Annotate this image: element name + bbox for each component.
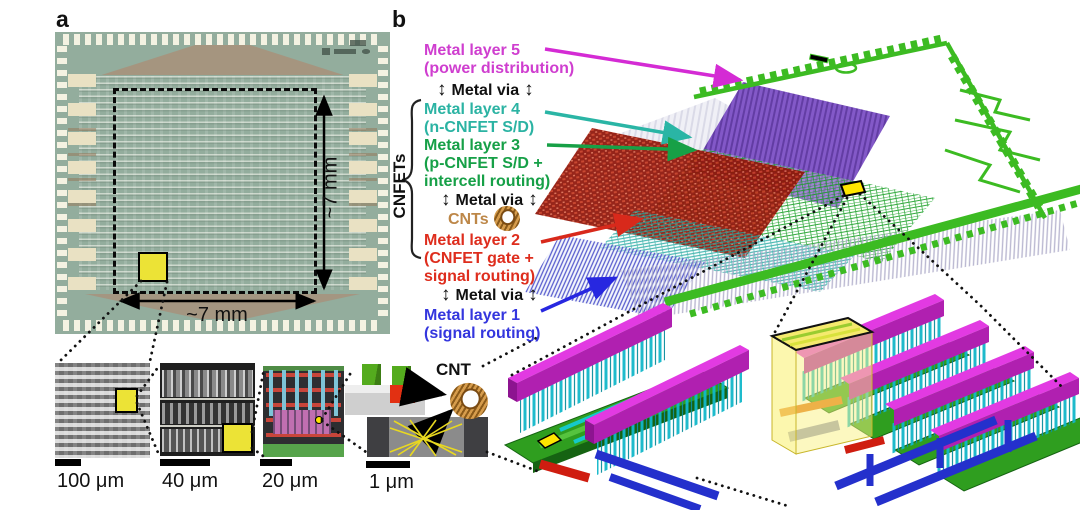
scalebar-100um [55,459,81,466]
hanging-vias [620,210,1070,320]
updown-arrow-icon: ↕ [524,79,534,100]
inset-40um-micrograph [160,363,255,456]
inset-40um-band [162,370,253,397]
right-cell-highlight-box [769,316,875,455]
cnfet-3d-contact [362,364,381,385]
cnfets-group-label: CNFETs [390,153,409,219]
metal-via-label: Metal via [455,287,524,304]
die-pad-ring-bottom [63,320,382,331]
metal-layer-3-desc: intercell routing) [424,173,551,190]
metal2-dense-routing [535,128,805,258]
pad-frame [663,34,1080,318]
metal-via-row-1: ↕ Metal via ↕ [432,79,539,100]
die-logo-marks [320,39,372,55]
metal-via-row-3: ↕ Metal via ↕ [436,284,543,305]
metal-layer-2-desc: signal routing) [424,268,536,285]
die-pad-ring-left [57,46,67,320]
inset-100um-highlight [115,388,138,413]
metal-layer-1-name: Metal layer 1 [424,307,521,324]
metal-layer-1-desc: (signal routing) [424,325,541,342]
inset-40um-rail [160,398,255,400]
metal-layer-4-name: Metal layer 4 [424,101,521,118]
metal-via-label: Metal via [451,82,520,99]
die-width-label: ~7 mm [186,304,248,326]
scalebar-1um [366,461,410,468]
inset-20um-green-strip [263,366,344,371]
metal-layer-4-desc: (n-CNFET S/D) [424,119,535,136]
metal-layer-3-desc: (p-CNFET S/D + [424,155,543,172]
right-cell-rails [795,294,1079,452]
inset-40um-rail [160,425,255,427]
cnt-sem-image [367,417,488,457]
power-grid-slab [575,98,790,196]
die-height-label: ~7 mm [319,156,342,219]
layer-pointer-arrows [540,47,744,313]
cnt-callout-label: CNT [436,360,471,379]
metal3-mesh [650,148,935,262]
scalebar-20um-label: 20 μm [262,470,318,492]
metal-layer-3-name: Metal layer 3 [424,137,521,154]
updown-arrow-icon: ↕ [441,284,451,305]
chip-highlight-cell [839,179,867,198]
scalebar-40um [160,459,210,466]
right-cell-bases [803,339,1080,492]
panel-a-letter: a [56,6,69,32]
metal-via-row-2: ↕ Metal via ↕ [436,189,543,210]
scalebar-1um-label: 1 μm [369,471,414,493]
metal-layer-5-desc: (power distribution) [424,60,575,77]
right-cell-vias [801,314,1076,480]
updown-arrow-icon: ↕ [441,189,451,210]
cnfet-3d-gate [390,385,415,403]
die-pad-ring-top [63,34,382,45]
cnts-label: CNTs [448,211,489,228]
scalebar-40um-label: 40 μm [162,470,218,492]
updown-arrow-icon: ↕ [528,284,538,305]
right-cell-wires [779,396,1038,507]
metal-layer-5-label: Metal layer 5 (power distribution) [424,42,574,78]
left-cell-render [503,303,749,510]
die-pad-ring-right [378,46,388,320]
die-highlight-square [138,252,168,282]
die-top-region [101,45,344,75]
scalebar-100um-label: 100 μm [57,470,125,492]
metal1-stripes [525,235,705,318]
inset-40um-band [162,403,253,424]
metal-layer-2-desc: (CNFET gate + [424,250,534,267]
cnfet-3d-contact [392,366,411,387]
sem-contact-right [464,417,488,457]
inset-20um-highlight-dot [315,416,323,424]
purple-slab [690,82,890,208]
panel-b-letter: b [392,6,407,32]
inset-20um-colored-layout [263,366,344,457]
metal-layer-2-label: Metal layer 2 (CNFET gate + signal routi… [424,232,535,286]
metal-layer-5-name: Metal layer 5 [424,42,521,59]
sem-contact-left [367,417,389,457]
updown-arrow-icon: ↕ [437,79,447,100]
updown-arrow-icon: ↕ [528,189,538,210]
metal-via-label: Metal via [455,192,524,209]
scalebar-20um [260,459,292,466]
left-cell-highlight [536,432,563,449]
inset-40um-highlight [222,423,253,453]
metal4-mesh [600,210,855,292]
inset-20um-green-strip [263,444,344,457]
inset-100um-micrograph [55,363,150,458]
metal-layer-2-name: Metal layer 2 [424,232,521,249]
metal-layer-4-label: Metal layer 4 (n-CNFET S/D) [424,101,534,137]
die-right-pads [349,74,377,292]
die-left-pads [68,74,96,292]
right-cell-render [769,294,1080,507]
metal-layer-3-label: Metal layer 3 (p-CNFET S/D + intercell r… [424,137,550,191]
metal-layer-1-label: Metal layer 1 (signal routing) [424,307,540,343]
chip-3d-render [525,34,1080,320]
